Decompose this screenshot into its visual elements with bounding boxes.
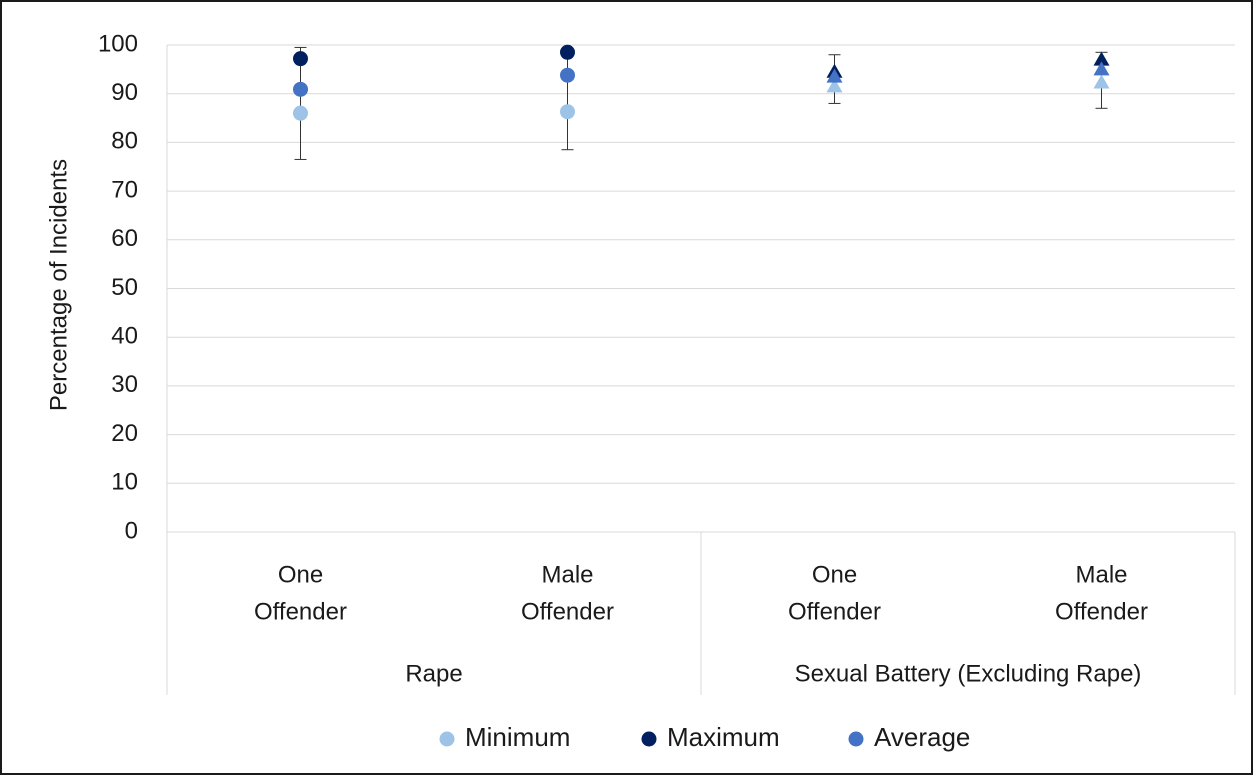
average-point	[1093, 61, 1110, 76]
y-tick-label: 80	[111, 128, 138, 155]
maximum-point	[1093, 51, 1110, 66]
average-point	[560, 67, 575, 83]
category-label: Offender	[1055, 598, 1148, 625]
category-label: One	[278, 561, 323, 588]
category-label: Offender	[254, 598, 347, 625]
minimum-point	[826, 78, 843, 93]
maximum-legend-label: Maximum	[667, 722, 780, 752]
y-tick-label: 30	[111, 371, 138, 398]
group-label: Rape	[405, 660, 462, 687]
y-axis-title: Percentage of Incidents	[45, 159, 72, 411]
y-tick-label: 40	[111, 323, 138, 350]
category-label: One	[812, 561, 857, 588]
y-tick-label: 90	[111, 79, 138, 106]
y-axis-ticks: 0 10 20 30 40 50 60 70 80 90 100	[98, 30, 138, 544]
y-tick-label: 60	[111, 225, 138, 252]
average-point	[826, 68, 843, 83]
category-label: Offender	[521, 598, 614, 625]
minimum-legend-label: Minimum	[465, 722, 570, 752]
gridlines	[167, 44, 1235, 533]
y-tick-label: 70	[111, 176, 138, 203]
category-label: Male	[1075, 561, 1127, 588]
maximum-point	[560, 44, 575, 60]
minimum-legend-marker	[439, 731, 455, 747]
y-tick-label: 0	[125, 517, 138, 544]
maximum-point	[293, 51, 308, 67]
minimum-point	[293, 105, 308, 121]
legend: Minimum Maximum Average	[439, 722, 970, 752]
y-tick-label: 50	[111, 274, 138, 301]
minimum-point	[560, 104, 575, 120]
category-label: Offender	[788, 598, 881, 625]
category-axis: Rape Sexual Battery (Excluding Rape) One Of…	[166, 45, 1236, 695]
y-tick-label: 10	[111, 469, 138, 496]
y-tick-label: 100	[98, 30, 138, 57]
maximum-legend-marker	[641, 731, 657, 747]
group-label: Sexual Battery (Excluding Rape)	[795, 660, 1142, 687]
data-points	[293, 44, 1110, 121]
average-legend-label: Average	[874, 722, 970, 752]
category-label: Male	[541, 561, 593, 588]
average-legend-marker	[848, 731, 864, 747]
y-tick-label: 20	[111, 420, 138, 447]
average-point	[293, 81, 308, 97]
minimum-point	[1093, 74, 1110, 89]
